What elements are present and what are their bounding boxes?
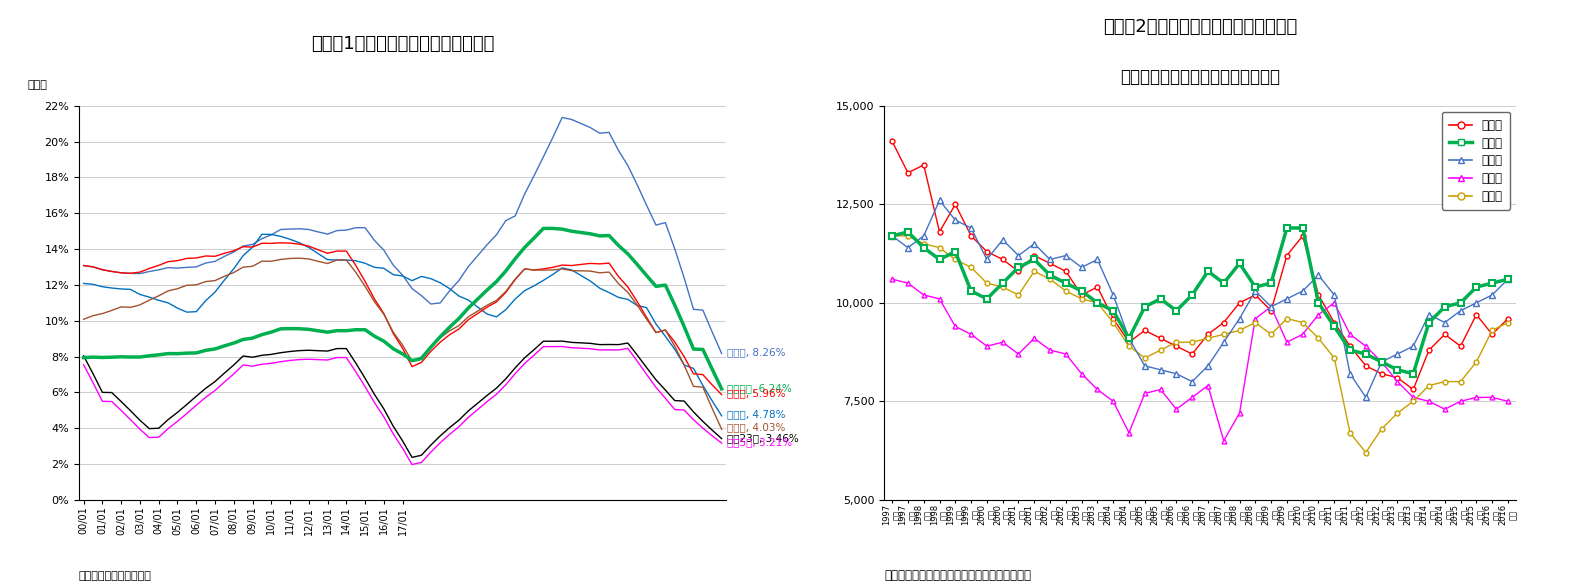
Text: 図表－2　主要都市のオフィス成約賃料: 図表－2 主要都市のオフィス成約賃料 <box>1102 18 1298 36</box>
Text: 名古屋市, 6.24%: 名古屋市, 6.24% <box>728 383 793 393</box>
Text: （オフィスレント・インデックス）: （オフィスレント・インデックス） <box>1120 68 1281 86</box>
Text: 仙台市, 8.26%: 仙台市, 8.26% <box>728 347 786 357</box>
Text: 東京23区, 3.46%: 東京23区, 3.46% <box>728 433 799 443</box>
Text: 都心5区, 3.21%: 都心5区, 3.21% <box>728 437 793 447</box>
Text: 福岡市, 4.03%: 福岡市, 4.03% <box>728 423 786 433</box>
Legend: 大阪市, 名古屋, 札幌市, 仙台市, 福岡市: 大阪市, 名古屋, 札幌市, 仙台市, 福岡市 <box>1442 112 1510 210</box>
Text: 図表－1　主要都市のオフィス空室率: 図表－1 主要都市のオフィス空室率 <box>311 35 494 54</box>
Text: 大阪市, 5.96%: 大阪市, 5.96% <box>728 388 786 398</box>
Text: 空室率: 空室率 <box>27 80 47 90</box>
Text: 札幌市, 4.78%: 札幌市, 4.78% <box>728 409 786 419</box>
Text: （出所）三幸エステート・ニッセイ基礎研究所: （出所）三幸エステート・ニッセイ基礎研究所 <box>884 569 1031 582</box>
Text: （出所）三幸エステート: （出所）三幸エステート <box>79 571 152 581</box>
